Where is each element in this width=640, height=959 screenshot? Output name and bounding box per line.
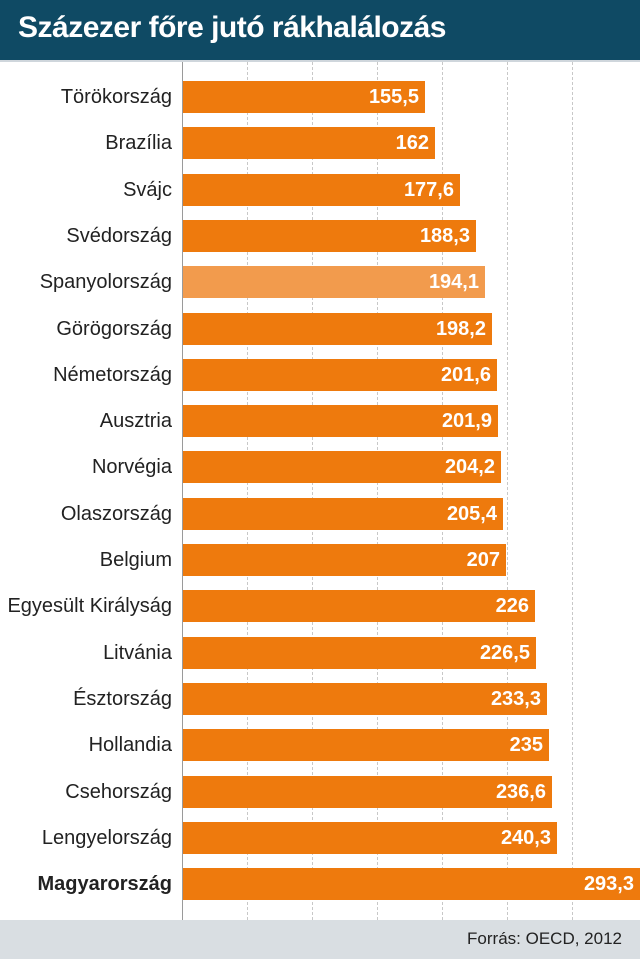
bar: 201,9	[183, 405, 498, 437]
source-note: Forrás: OECD, 2012	[467, 929, 622, 948]
bar-value-label: 155,5	[368, 86, 419, 108]
category-label: Belgium	[99, 549, 172, 571]
bar-value-label: 162	[395, 132, 429, 154]
bar-value-label: 207	[466, 549, 500, 571]
category-axis-line	[182, 62, 183, 920]
category-label: Spanyolország	[39, 271, 172, 293]
gridline	[572, 62, 573, 920]
chart-title: Százezer főre jutó rákhalálozás	[18, 11, 447, 44]
category-label: Magyarország	[37, 873, 173, 895]
bar: 293,3	[183, 868, 640, 900]
bar-value-label: 205,4	[446, 503, 497, 525]
category-label: Lengyelország	[41, 827, 172, 849]
bar-value-label: 201,9	[441, 410, 492, 432]
bar: 205,4	[183, 498, 503, 530]
category-label: Ausztria	[99, 410, 172, 432]
bar-value-label: 233,3	[490, 688, 541, 710]
bar-value-label: 293,3	[583, 873, 634, 895]
bar: 188,3	[183, 220, 476, 252]
bar: 233,3	[183, 683, 547, 715]
category-label: Svájc	[123, 179, 172, 201]
gridline	[377, 62, 378, 920]
category-label: Csehország	[65, 781, 172, 803]
gridline	[507, 62, 508, 920]
category-label: Norvégia	[91, 456, 172, 478]
bar-value-label: 236,6	[495, 781, 546, 803]
bar: 201,6	[183, 359, 497, 391]
bar-value-label: 198,2	[435, 318, 486, 340]
category-label: Észtország	[73, 688, 172, 710]
gridline	[247, 62, 248, 920]
category-label: Brazília	[105, 132, 172, 154]
bar: 194,1	[183, 266, 485, 298]
category-label: Németország	[53, 364, 172, 386]
bar: 240,3	[183, 822, 557, 854]
bar: 236,6	[183, 776, 552, 808]
bar: 177,6	[183, 174, 460, 206]
bar: 226,5	[183, 637, 536, 669]
bar: 198,2	[183, 313, 492, 345]
chart-header: Százezer főre jutó rákhalálozás	[0, 0, 640, 62]
bar: 162	[183, 127, 435, 159]
bar-value-label: 240,3	[500, 827, 551, 849]
category-label: Hollandia	[88, 734, 172, 756]
gridline	[442, 62, 443, 920]
bar: 155,5	[183, 81, 425, 113]
bar-value-label: 226	[495, 595, 529, 617]
bar: 226	[183, 590, 535, 622]
bar-value-label: 204,2	[444, 456, 495, 478]
category-label: Svédország	[66, 225, 172, 247]
bar-value-label: 201,6	[440, 364, 491, 386]
bar-value-label: 235	[509, 734, 543, 756]
gridline	[312, 62, 313, 920]
bar-value-label: 177,6	[403, 179, 454, 201]
category-label: Egyesült Királyság	[7, 595, 172, 617]
category-label: Törökország	[60, 86, 172, 108]
category-label: Görögország	[56, 318, 172, 340]
bar: 204,2	[183, 451, 501, 483]
bar: 207	[183, 544, 506, 576]
chart-footer: Forrás: OECD, 2012	[0, 920, 640, 959]
bar: 235	[183, 729, 549, 761]
bar-value-label: 226,5	[479, 642, 530, 664]
bar-value-label: 194,1	[428, 271, 479, 293]
bar-chart-plot: Törökország 155,5 Brazília 162 Svájc 177,6 Své…	[0, 62, 640, 920]
category-label: Litvánia	[103, 642, 172, 664]
category-label: Olaszország	[60, 503, 172, 525]
bar-value-label: 188,3	[419, 225, 470, 247]
